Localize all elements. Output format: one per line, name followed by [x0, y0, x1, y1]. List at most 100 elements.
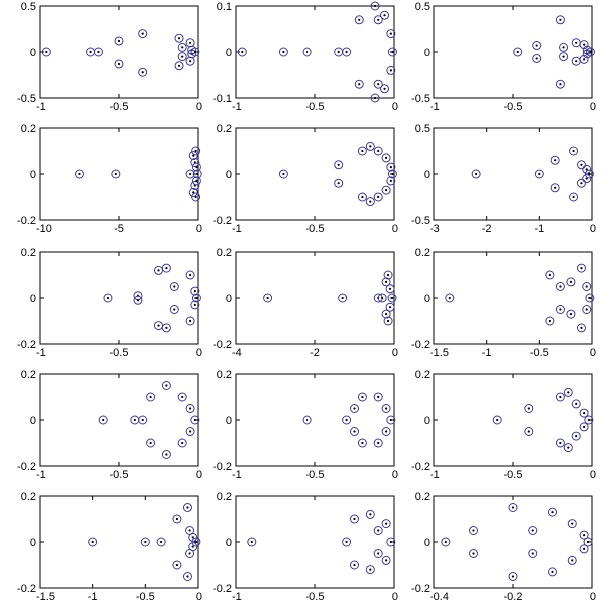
data-point — [190, 47, 200, 57]
data-point — [177, 392, 187, 402]
data-point — [373, 146, 383, 156]
data-point — [114, 36, 124, 46]
data-point — [563, 387, 573, 397]
subplot-10: -1 -0.5 0 -0.2 0 0.2 — [17, 369, 202, 481]
data-point — [550, 183, 560, 193]
data-point — [338, 293, 348, 303]
data-point — [545, 316, 555, 326]
data-point — [582, 164, 592, 174]
data-point — [576, 323, 586, 333]
y-tick-label: 0.5 — [21, 1, 36, 13]
data-point — [579, 530, 589, 540]
y-tick-label: 0.2 — [415, 247, 430, 259]
data-point — [373, 192, 383, 202]
data-point — [111, 169, 121, 179]
subplot-14: -1 -0.5 0 -0.2 0 0.2 — [213, 491, 398, 603]
x-tick-label: -0.5 — [504, 101, 523, 113]
data-point — [567, 519, 577, 529]
y-tick-label: -0.5 — [17, 93, 36, 105]
data-point — [373, 549, 383, 558]
subplot-11: -1 -0.5 0 -0.2 0 0.2 — [213, 369, 398, 481]
data-point — [169, 305, 179, 314]
data-point — [154, 321, 163, 331]
data-point — [528, 526, 538, 535]
y-tick-label: 0.5 — [415, 123, 430, 135]
axes-box — [235, 5, 395, 99]
data-point — [387, 47, 397, 57]
data-point — [302, 415, 312, 425]
x-tick-label: -1 — [232, 469, 242, 481]
x-tick-label: -1 — [232, 591, 242, 603]
data-point — [161, 323, 171, 333]
axes-box — [235, 127, 395, 221]
data-point — [524, 404, 534, 413]
data-point — [185, 316, 195, 326]
data-point — [98, 415, 108, 425]
data-point — [386, 29, 396, 39]
data-point — [383, 270, 393, 280]
data-point — [566, 309, 576, 319]
data-point — [555, 392, 565, 402]
x-tick-label: 0 — [392, 591, 398, 603]
y-tick-label: 0.2 — [21, 491, 36, 503]
data-point — [567, 555, 577, 565]
data-point — [161, 450, 171, 459]
data-point — [138, 67, 148, 77]
data-point — [191, 162, 201, 172]
data-point — [185, 427, 195, 436]
data-point — [385, 284, 395, 294]
x-tick-label: -4 — [232, 347, 242, 359]
y-tick-label: -0.2 — [411, 339, 430, 351]
x-tick-label: -0.5 — [110, 347, 129, 359]
data-point — [471, 169, 481, 179]
data-point — [373, 438, 383, 448]
subplot-12: -1 -0.5 0 -0.2 0 0.2 — [411, 369, 596, 481]
data-point — [386, 176, 396, 186]
x-tick-label: 0 — [590, 223, 596, 235]
y-tick-label: 0 — [226, 293, 232, 305]
axes-box — [39, 373, 199, 467]
data-point — [585, 293, 595, 303]
data-point — [161, 381, 171, 390]
data-point — [185, 404, 195, 413]
data-point — [373, 526, 383, 535]
x-tick-label: 0 — [392, 101, 398, 113]
data-point — [302, 47, 312, 57]
y-tick-label: 0 — [30, 47, 36, 59]
data-point — [365, 565, 375, 575]
data-point — [532, 41, 542, 51]
data-point — [532, 53, 542, 63]
data-point — [334, 178, 344, 188]
data-point — [172, 514, 182, 524]
subplot-7: -1 -0.5 0 -0.2 0 0.2 — [17, 247, 202, 359]
y-tick-label: -0.2 — [17, 339, 36, 351]
subplot-13: -1.5 -1 -0.5 0 -0.2 0 0.2 — [17, 491, 202, 603]
data-point — [138, 415, 148, 425]
data-point — [381, 519, 391, 529]
data-point — [174, 61, 184, 71]
y-tick-label: 0 — [424, 169, 430, 181]
y-tick-label: 0.2 — [415, 369, 430, 381]
y-tick-label: -0.5 — [411, 215, 430, 227]
data-point — [357, 192, 367, 202]
x-tick-label: -1 — [534, 223, 544, 235]
y-tick-label: 0 — [424, 537, 430, 549]
y-tick-label: 0 — [424, 47, 430, 59]
data-point — [350, 514, 359, 524]
y-tick-label: 0.2 — [217, 491, 232, 503]
data-point — [383, 316, 393, 326]
x-tick-label: 0 — [392, 223, 398, 235]
data-point — [365, 509, 375, 519]
axes-box — [433, 5, 593, 99]
data-point — [278, 169, 288, 179]
y-tick-label: -0.2 — [17, 461, 36, 473]
axes-box — [39, 5, 199, 99]
x-tick-label: -0.5 — [110, 469, 129, 481]
x-tick-label: -1 — [36, 347, 46, 359]
axes-box — [39, 127, 199, 221]
data-point — [386, 162, 396, 172]
x-tick-label: -10 — [36, 223, 52, 235]
y-tick-label: 0.2 — [217, 123, 232, 135]
data-point — [386, 537, 396, 547]
axes-box — [433, 251, 593, 345]
